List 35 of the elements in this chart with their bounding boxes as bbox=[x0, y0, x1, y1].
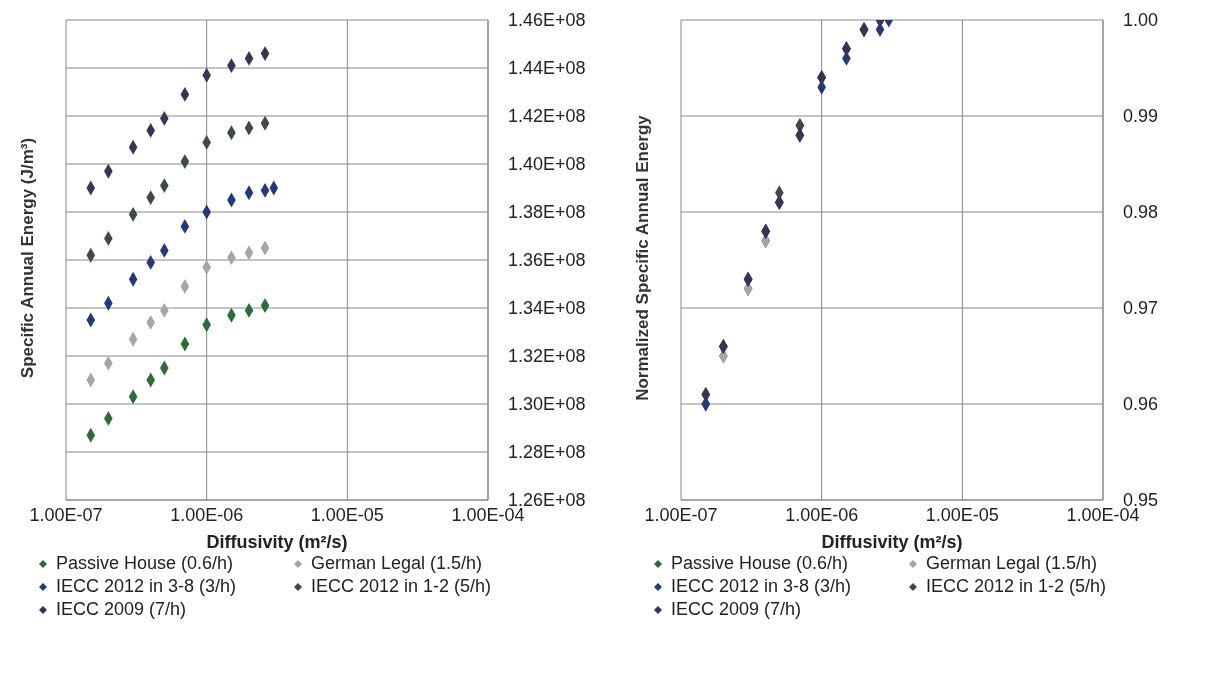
x-tick-label: 1.00E-06 bbox=[170, 504, 244, 525]
legend-label: Passive House (0.6/h) bbox=[56, 553, 234, 574]
y-tick-label: 1.42E+08 bbox=[508, 106, 586, 127]
y-tick-label: 0.98 bbox=[1123, 202, 1159, 223]
legend-label: IECC 2012 in 3-8 (3/h) bbox=[671, 576, 852, 597]
y-tick-label: 1.44E+08 bbox=[508, 58, 586, 79]
x-axis-title: Diffusivity (m²/s) bbox=[821, 532, 963, 552]
y-tick-label: 1.28E+08 bbox=[508, 442, 586, 463]
legend-label: German Legal (1.5/h) bbox=[311, 553, 483, 574]
x-tick-label: 1.00E-05 bbox=[925, 504, 999, 525]
y-tick-label: 1.30E+08 bbox=[508, 394, 586, 415]
y-tick-label: 1.40E+08 bbox=[508, 154, 586, 175]
legend-label: Passive House (0.6/h) bbox=[671, 553, 849, 574]
legend-label: IECC 2009 (7/h) bbox=[671, 599, 802, 620]
y-tick-label: 0.97 bbox=[1123, 298, 1159, 319]
x-tick-label: 1.00E-07 bbox=[29, 504, 103, 525]
legend-label: IECC 2012 in 3-8 (3/h) bbox=[56, 576, 237, 597]
y-tick-label: 1.34E+08 bbox=[508, 298, 586, 319]
y-tick-label: 1.38E+08 bbox=[508, 202, 586, 223]
y-axis-title: Normalized Specific Annual Energy bbox=[633, 115, 653, 401]
y-tick-label: 1.00 bbox=[1123, 10, 1159, 31]
x-tick-label: 1.00E-06 bbox=[785, 504, 859, 525]
y-tick-label: 1.36E+08 bbox=[508, 250, 586, 271]
legend-label: IECC 2012 in 1-2 (5/h) bbox=[926, 576, 1107, 597]
y-axis-title: Specific Annual Energy (J/m³) bbox=[18, 137, 38, 379]
x-tick-label: 1.00E-05 bbox=[310, 504, 384, 525]
x-tick-label: 1.00E-07 bbox=[644, 504, 718, 525]
legend-label: German Legal (1.5/h) bbox=[926, 553, 1098, 574]
x-axis-title: Diffusivity (m²/s) bbox=[206, 532, 348, 552]
legend-label: IECC 2009 (7/h) bbox=[56, 599, 187, 620]
y-tick-label: 1.32E+08 bbox=[508, 346, 586, 367]
y-tick-label: 0.96 bbox=[1123, 394, 1159, 415]
legend-label: IECC 2012 in 1-2 (5/h) bbox=[311, 576, 492, 597]
y-tick-label: 0.99 bbox=[1123, 106, 1159, 127]
y-tick-label: 1.46E+08 bbox=[508, 10, 586, 31]
